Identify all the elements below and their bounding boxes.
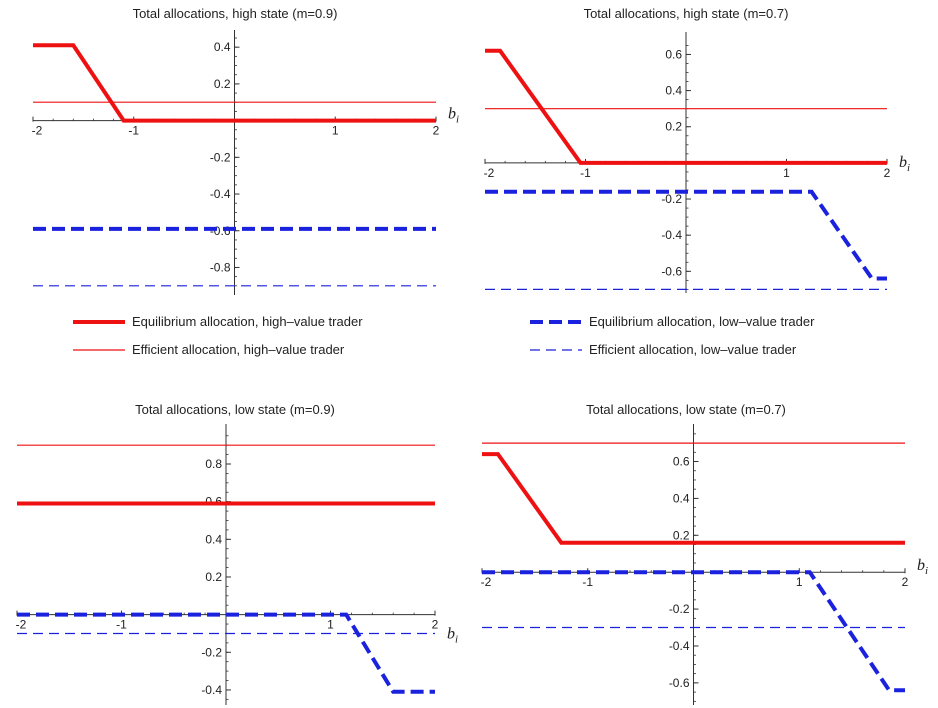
y-tick-label: 0.4: [673, 491, 690, 505]
y-tick-label: -0.2: [669, 602, 690, 616]
y-tick-label: 0.2: [673, 528, 690, 542]
chart-panel-4: Total allocations, low state (m=0.7) -2 -1…: [481, 402, 928, 705]
series-line-eq-low: [485, 189, 887, 281]
legend-label: Equilibrium allocation, high–value trade…: [132, 314, 363, 329]
series-line-eq-high: [485, 48, 887, 165]
series-line-eq-high: [33, 43, 436, 123]
legend-item-eff-low: Efficient allocation, low–value trader: [530, 342, 797, 357]
x-axis-label: bi: [448, 106, 459, 126]
y-tick-label: 0.4: [205, 532, 222, 546]
x-axis-label-subscript: i: [925, 565, 928, 577]
x-axis-label-subscript: i: [455, 634, 458, 646]
y-tick-label: 0.6: [673, 455, 690, 469]
y-tick-label: 0.6: [665, 47, 682, 61]
y-tick-label: -0.6: [669, 676, 690, 690]
x-tick-label: 2: [884, 166, 891, 180]
x-axis-label-subscript: i: [456, 114, 459, 126]
panel-title: Total allocations, high state (m=0.9): [133, 6, 338, 21]
x-tick-label: -2: [484, 166, 495, 180]
y-tick-label: 0.8: [205, 457, 222, 471]
series-line-eq-high: [482, 452, 905, 545]
legend-label: Equilibrium allocation, low–value trader: [589, 314, 815, 329]
x-axis-label-subscript: i: [907, 162, 910, 174]
x-tick-label: 2: [902, 575, 909, 589]
y-tick-label: -0.2: [201, 645, 222, 659]
x-tick-label: -1: [128, 124, 139, 138]
chart-panel-1: Total allocations, high state (m=0.9) -2 -…: [32, 6, 459, 295]
x-tick-label: 2: [433, 124, 440, 138]
panel-title: Total allocations, low state (m=0.7): [586, 402, 786, 417]
x-tick-label: -2: [16, 618, 27, 632]
series-line-eq-low: [482, 570, 905, 693]
x-axis-label: bi: [917, 557, 928, 577]
legend-item-eff-high: Efficient allocation, high–value trader: [73, 342, 345, 357]
legend-item-eq-low: Equilibrium allocation, low–value trader: [530, 314, 815, 329]
y-tick-label: 0.4: [665, 84, 682, 98]
y-tick-label: -0.6: [661, 264, 682, 278]
y-tick-label: -0.4: [661, 228, 682, 242]
x-tick-label: -1: [582, 575, 593, 589]
series-line-eq-low: [17, 612, 435, 694]
chart-panels: Total allocations, high state (m=0.9) -2 -…: [16, 6, 928, 705]
x-tick-label: -2: [481, 575, 492, 589]
x-axis-label: bi: [447, 626, 458, 646]
legend-label: Efficient allocation, low–value trader: [589, 342, 797, 357]
y-tick-label: 0.2: [205, 570, 222, 584]
x-tick-label: -2: [32, 124, 43, 138]
x-tick-label: 1: [783, 166, 790, 180]
y-tick-label: 0.2: [665, 120, 682, 134]
y-tick-label: -0.2: [210, 150, 231, 164]
chart-panel-2: Total allocations, high state (m=0.7) -2 -…: [484, 6, 910, 293]
legend-item-eq-high: Equilibrium allocation, high–value trade…: [73, 314, 363, 329]
chart-panel-3: Total allocations, low state (m=0.9) -2 -1…: [16, 402, 458, 705]
y-tick-label: -0.4: [201, 683, 222, 697]
x-tick-label: 2: [432, 618, 439, 632]
legend-label: Efficient allocation, high–value trader: [132, 342, 345, 357]
x-tick-label: -1: [580, 166, 591, 180]
panel-title: Total allocations, low state (m=0.9): [135, 402, 335, 417]
x-tick-label: 1: [332, 124, 339, 138]
x-tick-label: -1: [116, 618, 127, 632]
y-tick-label: -0.4: [210, 187, 231, 201]
y-tick-label: -0.4: [669, 639, 690, 653]
y-tick-label: 0.2: [214, 77, 231, 91]
x-tick-label: 1: [327, 618, 334, 632]
x-tick-label: 1: [796, 575, 803, 589]
legend: Equilibrium allocation, high–value trade…: [73, 314, 815, 357]
panel-title: Total allocations, high state (m=0.7): [584, 6, 789, 21]
x-axis-label: bi: [899, 154, 910, 174]
y-tick-label: -0.8: [210, 260, 231, 274]
y-tick-label: -0.2: [661, 192, 682, 206]
y-tick-label: 0.4: [214, 40, 231, 54]
